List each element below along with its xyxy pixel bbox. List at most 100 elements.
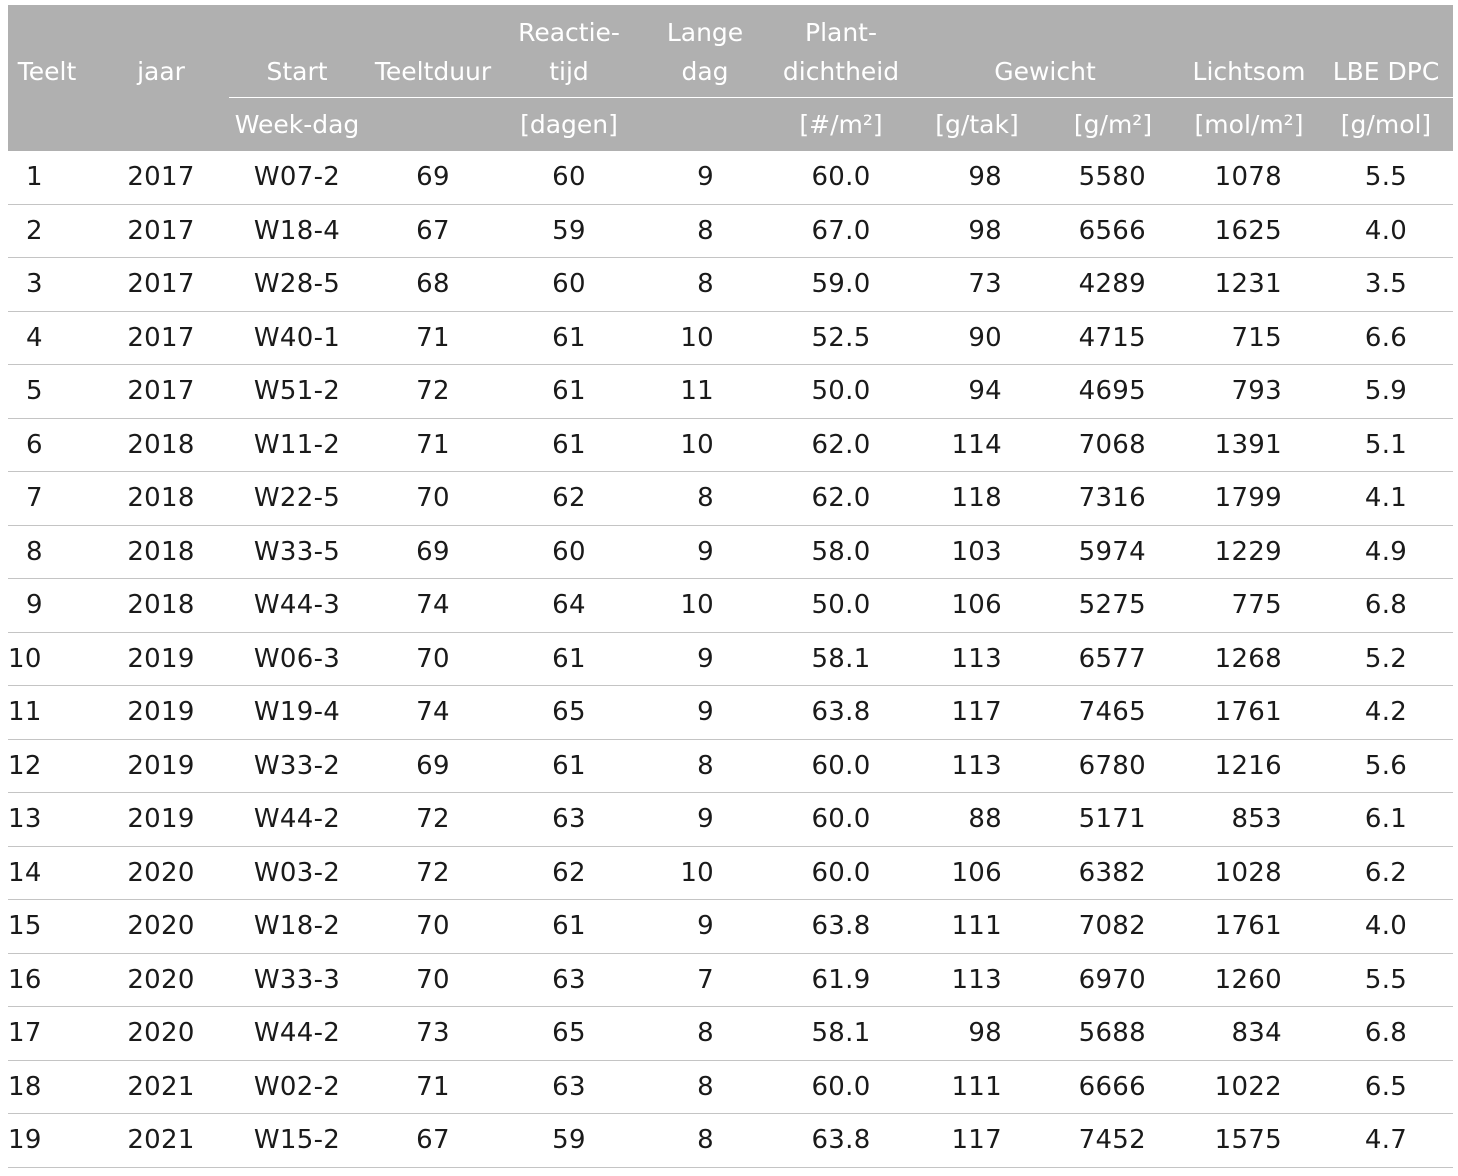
cell-start: W51-2 [253,376,341,406]
cell-teeltduur: 70 [416,911,450,941]
cell-teelt: 17 [8,1018,42,1048]
cell-gewicht-m2: 7082 [1078,911,1146,941]
cell-teeltduur: 70 [416,964,450,995]
cell-teelt: 18 [8,1071,42,1102]
cell-reactietijd: 63 [552,964,586,995]
header-lange-dag-line2: dag [681,57,729,86]
table-body: 1 2017 W07-2 69 60 9 60.0 98 5580 1078 5.5 2 2017 W18… [8,151,1453,1168]
cell-plantdichtheid: 62.0 [811,429,871,460]
cell-lbe-dpc: 4.1 [1364,483,1408,513]
cell-plantdichtheid: 60.0 [811,857,871,888]
cell-gewicht-m2: 4715 [1078,322,1146,353]
cell-lichtsom: 1799 [1214,483,1282,513]
cell-gewicht-tak: 94 [968,376,1002,406]
cell-teelt: 7 [26,483,43,513]
cell-gewicht-m2: 6382 [1078,857,1146,888]
cell-gewicht-m2: 4289 [1078,269,1146,299]
cell-reactietijd: 65 [552,1018,586,1048]
cell-lichtsom: 1391 [1214,429,1282,460]
cell-jaar: 2021 [127,1125,195,1155]
cell-lichtsom: 1028 [1214,857,1282,888]
cell-gewicht-tak: 117 [951,1125,1002,1155]
header-plantdichtheid-line2: dichtheid [782,57,900,86]
cell-plantdichtheid: 59.0 [811,269,871,299]
cell-teelt: 1 [26,162,43,192]
cell-jaar: 2019 [127,697,195,727]
cell-teelt: 14 [8,857,42,888]
cell-reactietijd: 60 [552,536,586,567]
table-row: 2 2017 W18-4 67 59 8 67.0 98 6566 1625 4.0 [8,205,1453,258]
cell-gewicht-m2: 5974 [1078,536,1146,567]
cell-lange-dag: 8 [697,1071,714,1102]
cell-gewicht-tak: 114 [951,429,1002,460]
cell-gewicht-m2: 5171 [1078,804,1146,834]
cell-lbe-dpc: 6.1 [1364,804,1408,834]
cell-start: W33-2 [253,750,341,781]
cell-plantdichtheid: 60.0 [811,162,871,192]
table-row: 11 2019 W19-4 74 65 9 63.8 117 7465 1761 4.2 [8,686,1453,740]
cell-lbe-dpc: 5.5 [1364,162,1408,192]
cell-gewicht-tak: 118 [951,483,1002,513]
cell-start: W33-3 [253,964,341,995]
cell-plantdichtheid: 67.0 [811,215,871,246]
cell-teeltduur: 67 [416,215,450,246]
cell-lange-dag: 9 [697,643,714,674]
cell-lange-dag: 8 [697,1125,714,1155]
header-gewicht-unit-tak: [g/tak] [935,110,1019,139]
table-row: 10 2019 W06-3 70 61 9 58.1 113 6577 1268 5.2 [8,633,1453,686]
cell-reactietijd: 61 [552,322,586,353]
cell-lbe-dpc: 6.6 [1364,322,1408,353]
cell-plantdichtheid: 50.0 [811,590,871,620]
table-row: 6 2018 W11-2 71 61 10 62.0 114 7068 1391 5.1 [8,419,1453,472]
cell-gewicht-m2: 6566 [1078,215,1146,246]
cell-teelt: 16 [8,964,42,995]
cell-teelt: 5 [26,376,43,406]
header-lichtsom: Lichtsom [1192,57,1306,86]
cell-jaar: 2019 [127,643,195,674]
cell-gewicht-tak: 117 [951,697,1002,727]
cell-jaar: 2018 [127,536,195,567]
cell-jaar: 2019 [127,804,195,834]
cell-plantdichtheid: 63.8 [811,697,871,727]
header-gewicht: Gewicht [994,57,1096,86]
cell-start: W19-4 [253,697,341,727]
cell-jaar: 2017 [127,162,195,192]
cell-jaar: 2020 [127,857,195,888]
cell-reactietijd: 61 [552,643,586,674]
table-row: 3 2017 W28-5 68 60 8 59.0 73 4289 1231 3.5 [8,258,1453,312]
table-row: 1 2017 W07-2 69 60 9 60.0 98 5580 1078 5.5 [8,151,1453,205]
cell-gewicht-m2: 6577 [1078,643,1146,674]
cell-lbe-dpc: 6.8 [1364,590,1408,620]
cell-reactietijd: 65 [552,697,586,727]
cell-teelt: 9 [26,590,43,620]
cell-start: W03-2 [253,857,341,888]
cell-teelt: 15 [8,911,42,941]
cell-start: W22-5 [253,483,341,513]
cell-gewicht-m2: 4695 [1078,376,1146,406]
cell-start: W40-1 [253,322,341,353]
cell-lichtsom: 1260 [1214,964,1282,995]
cell-start: W44-2 [253,1018,341,1048]
cell-lange-dag: 8 [697,269,714,299]
cell-lange-dag: 7 [697,964,714,995]
cell-gewicht-tak: 106 [951,857,1002,888]
header-reactietijd-line1: Reactie- [518,18,620,47]
cell-teeltduur: 72 [416,376,450,406]
cell-teeltduur: 72 [416,857,450,888]
cell-gewicht-m2: 5688 [1078,1018,1146,1048]
cell-lichtsom: 853 [1231,804,1282,834]
table-row: 9 2018 W44-3 74 64 10 50.0 106 5275 775 6.8 [8,579,1453,633]
cell-start: W44-3 [253,590,341,620]
cell-reactietijd: 61 [552,911,586,941]
cell-lichtsom: 1625 [1214,215,1282,246]
cell-lichtsom: 1229 [1214,536,1282,567]
table-row: 5 2017 W51-2 72 61 11 50.0 94 4695 793 5.9 [8,365,1453,419]
cell-reactietijd: 62 [552,483,586,513]
cell-teeltduur: 72 [416,804,450,834]
cell-lbe-dpc: 4.0 [1364,911,1408,941]
header-start: Start [266,57,328,86]
cell-plantdichtheid: 60.0 [811,804,871,834]
cell-jaar: 2018 [127,483,195,513]
cell-teeltduur: 70 [416,483,450,513]
header-jaar: jaar [137,57,185,86]
